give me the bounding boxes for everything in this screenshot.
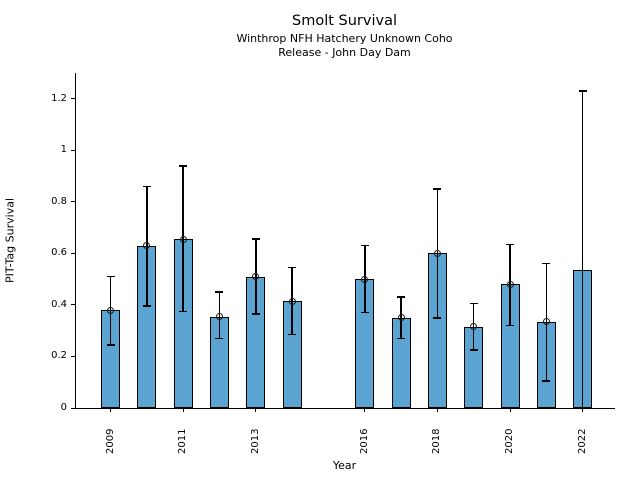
y-axis-label: PIT-Tag Survival <box>3 198 17 284</box>
error-cap-low-2011 <box>179 310 188 313</box>
x-axis-tick <box>110 408 111 412</box>
y-axis-tick-label: 1 <box>60 144 67 156</box>
error-cap-low-2020 <box>506 324 515 327</box>
point-marker-2014 <box>288 297 296 305</box>
error-cap-high-2014 <box>288 266 297 269</box>
x-axis-tick <box>255 408 257 412</box>
error-cap-high-2009 <box>106 275 115 278</box>
x-axis-tick <box>436 408 438 412</box>
x-axis-tick-label: 2016 <box>358 428 370 454</box>
x-axis-label: Year <box>332 459 357 472</box>
error-cap-high-2011 <box>179 165 188 167</box>
error-cap-low-2019 <box>469 349 478 351</box>
x-axis-tick-label: 2011 <box>177 428 189 454</box>
point-marker-2016 <box>361 275 369 283</box>
chart-title: Smolt Survival <box>292 13 397 29</box>
x-axis-tick-label: 2009 <box>104 428 116 454</box>
y-axis-tick <box>71 201 75 203</box>
chart-subtitle-line2: Release - John Day Dam <box>278 46 411 59</box>
error-cap-low-2021 <box>542 380 551 382</box>
x-axis-tick-label: 2020 <box>504 428 516 454</box>
x-axis-tick <box>582 408 584 412</box>
error-cap-low-2018 <box>433 317 442 319</box>
error-bar-2022 <box>581 91 584 408</box>
point-marker-2020 <box>506 280 514 288</box>
y-axis-tick-label: 0.2 <box>51 350 67 362</box>
error-cap-low-2013 <box>251 313 260 315</box>
y-axis-tick-label: 1.2 <box>51 92 67 104</box>
x-axis-tick <box>509 408 511 412</box>
y-axis-tick <box>71 355 75 357</box>
y-axis-tick <box>71 304 75 306</box>
error-cap-low-2010 <box>142 305 151 307</box>
point-marker-2019 <box>470 323 478 331</box>
y-axis-tick-label: 0 <box>60 402 67 413</box>
point-marker-2010 <box>143 242 151 250</box>
point-marker-2013 <box>252 273 260 281</box>
error-cap-low-2012 <box>215 337 224 340</box>
y-axis-tick <box>71 252 75 254</box>
y-axis-tick-label: 0.4 <box>51 298 67 310</box>
error-cap-high-2021 <box>542 262 551 265</box>
point-marker-2021 <box>542 318 550 326</box>
error-cap-low-2009 <box>106 344 115 346</box>
plot-area: 0 0.2 0.4 0.6 0.8 1 1.2 2009 2011 2013 2016 2018 202… <box>51 73 615 454</box>
error-cap-high-2022 <box>578 90 587 92</box>
error-cap-low-2016 <box>360 311 369 314</box>
point-marker-2018 <box>433 249 441 257</box>
y-axis-tick <box>71 149 75 151</box>
y-axis-tick-label: 0.8 <box>51 195 67 207</box>
error-cap-high-2017 <box>397 296 406 298</box>
error-cap-high-2012 <box>215 291 224 293</box>
x-axis-tick-label: 2018 <box>431 428 443 454</box>
point-marker-2011 <box>179 235 187 243</box>
error-cap-high-2020 <box>506 243 515 246</box>
error-cap-low-2014 <box>288 333 297 336</box>
error-cap-low-2017 <box>397 337 406 340</box>
chart-subtitle-line1: Winthrop NFH Hatchery Unknown Coho <box>236 32 453 45</box>
error-cap-high-2013 <box>251 238 260 240</box>
x-axis-tick <box>182 408 184 412</box>
point-marker-2012 <box>215 313 223 321</box>
y-axis-tick <box>71 98 75 100</box>
y-axis-tick-label: 0.6 <box>51 247 67 259</box>
x-axis-tick-label: 2022 <box>576 428 588 454</box>
point-marker-2009 <box>107 306 114 314</box>
point-marker-2017 <box>397 314 405 322</box>
error-cap-high-2018 <box>433 188 442 190</box>
x-axis-tick <box>364 408 366 412</box>
error-cap-high-2016 <box>360 244 369 247</box>
y-axis-tick <box>71 407 75 409</box>
error-cap-high-2019 <box>469 302 478 305</box>
x-axis-tick-label: 2013 <box>249 428 261 454</box>
error-cap-high-2010 <box>142 185 151 188</box>
